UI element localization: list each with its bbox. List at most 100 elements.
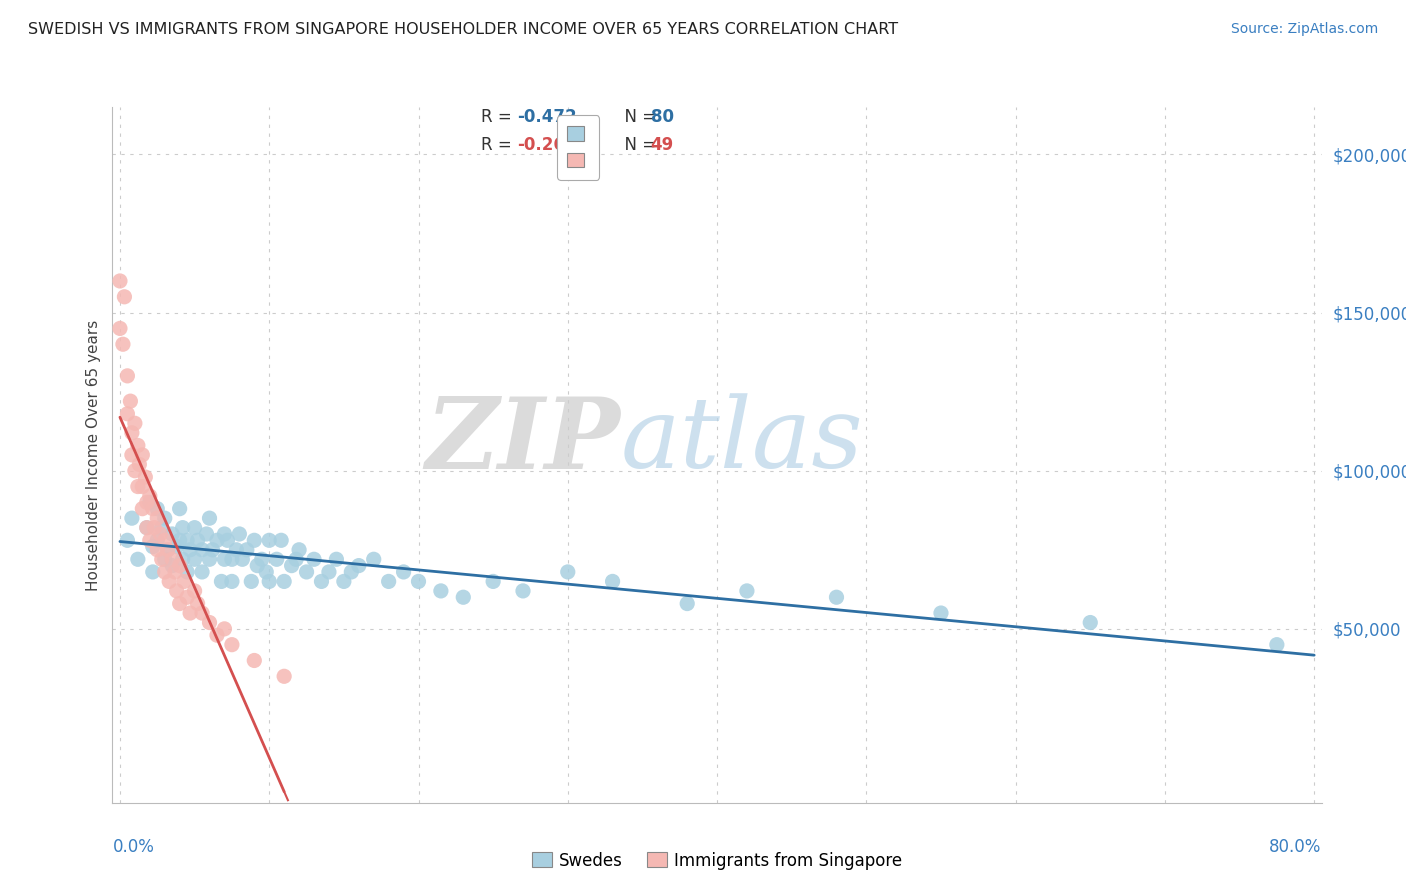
- Text: N =: N =: [614, 109, 662, 127]
- Point: [270, 533, 292, 548]
- Point: [254, 565, 277, 579]
- Point: [108, 321, 131, 335]
- Point: [288, 542, 311, 557]
- Point: [131, 479, 153, 493]
- Point: [166, 583, 188, 598]
- Point: [127, 479, 149, 493]
- Point: [173, 574, 195, 589]
- Point: [266, 552, 288, 566]
- Point: [295, 565, 318, 579]
- Point: [139, 533, 162, 548]
- Point: [1078, 615, 1101, 630]
- Point: [160, 558, 183, 573]
- Point: [363, 552, 385, 566]
- Point: [347, 558, 370, 573]
- Point: [205, 533, 228, 548]
- Point: [150, 552, 173, 566]
- Point: [225, 542, 247, 557]
- Point: [512, 583, 534, 598]
- Point: [183, 583, 205, 598]
- Text: 80: 80: [651, 109, 673, 127]
- Point: [131, 501, 153, 516]
- Point: [257, 533, 280, 548]
- Point: [150, 521, 173, 535]
- Text: R =: R =: [481, 136, 517, 154]
- Point: [121, 448, 143, 462]
- Point: [273, 574, 295, 589]
- Point: [135, 521, 157, 535]
- Point: [302, 552, 325, 566]
- Point: [221, 638, 243, 652]
- Point: [1265, 638, 1288, 652]
- Point: [121, 511, 143, 525]
- Point: [187, 533, 209, 548]
- Point: [602, 574, 624, 589]
- Point: [176, 533, 198, 548]
- Point: [153, 511, 176, 525]
- Point: [221, 574, 243, 589]
- Text: N =: N =: [614, 136, 662, 154]
- Point: [285, 552, 308, 566]
- Point: [453, 591, 475, 605]
- Point: [187, 597, 209, 611]
- Point: [142, 565, 165, 579]
- Text: Source: ZipAtlas.com: Source: ZipAtlas.com: [1230, 22, 1378, 37]
- Point: [156, 542, 179, 557]
- Point: [179, 542, 201, 557]
- Point: [169, 597, 191, 611]
- Point: [198, 615, 221, 630]
- Point: [172, 552, 194, 566]
- Point: [128, 458, 150, 472]
- Point: [676, 597, 699, 611]
- Point: [183, 521, 205, 535]
- Point: [221, 552, 243, 566]
- Point: [146, 501, 169, 516]
- Text: 80.0%: 80.0%: [1270, 838, 1322, 856]
- Point: [127, 552, 149, 566]
- Point: [430, 583, 453, 598]
- Point: [191, 542, 214, 557]
- Point: [217, 533, 239, 548]
- Point: [214, 622, 236, 636]
- Point: [127, 438, 149, 452]
- Point: [179, 606, 201, 620]
- Point: [183, 552, 205, 566]
- Text: atlas: atlas: [620, 393, 863, 489]
- Point: [205, 628, 228, 642]
- Point: [160, 552, 183, 566]
- Point: [124, 417, 146, 431]
- Point: [172, 521, 194, 535]
- Point: [135, 521, 157, 535]
- Point: [146, 542, 169, 557]
- Text: 0.0%: 0.0%: [112, 838, 155, 856]
- Point: [117, 368, 139, 383]
- Point: [240, 574, 263, 589]
- Point: [131, 448, 153, 462]
- Point: [117, 533, 139, 548]
- Point: [146, 511, 169, 525]
- Point: [142, 501, 165, 516]
- Point: [169, 501, 191, 516]
- Point: [191, 565, 214, 579]
- Point: [231, 552, 253, 566]
- Text: ZIP: ZIP: [426, 392, 620, 489]
- Point: [112, 290, 135, 304]
- Point: [124, 464, 146, 478]
- Point: [236, 542, 259, 557]
- Y-axis label: Householder Income Over 65 years: Householder Income Over 65 years: [86, 319, 101, 591]
- Point: [408, 574, 430, 589]
- Point: [246, 558, 269, 573]
- Point: [117, 407, 139, 421]
- Point: [108, 274, 131, 288]
- Text: SWEDISH VS IMMIGRANTS FROM SINGAPORE HOUSEHOLDER INCOME OVER 65 YEARS CORRELATIO: SWEDISH VS IMMIGRANTS FROM SINGAPORE HOU…: [28, 22, 898, 37]
- Legend: Swedes, Immigrants from Singapore: Swedes, Immigrants from Singapore: [523, 843, 911, 878]
- Text: 49: 49: [651, 136, 673, 154]
- Point: [333, 574, 356, 589]
- Point: [201, 542, 224, 557]
- Point: [169, 533, 191, 548]
- Point: [120, 394, 142, 409]
- Point: [214, 527, 236, 541]
- Point: [214, 552, 236, 566]
- Point: [482, 574, 505, 589]
- Text: -0.472: -0.472: [517, 109, 578, 127]
